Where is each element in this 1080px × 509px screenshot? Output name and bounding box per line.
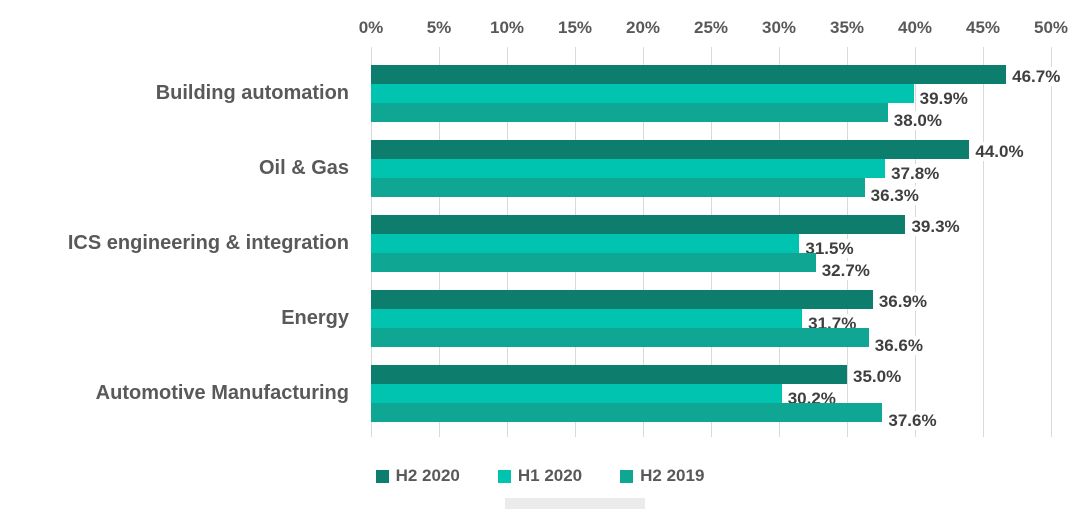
x-tick-mark xyxy=(643,47,644,55)
x-tick-mark xyxy=(847,47,848,55)
category-axis: Building automation Oil & Gas ICS engineer… xyxy=(0,55,349,437)
x-tick-mark xyxy=(915,47,916,55)
bar xyxy=(371,65,1007,84)
bar-group: 39.3% 31.5% 32.7% xyxy=(371,215,1051,280)
x-tick-label: 5% xyxy=(426,18,452,37)
data-label: 36.6% xyxy=(871,336,926,355)
data-label: 39.9% xyxy=(916,89,971,108)
bar-group: 46.7% 39.9% 38.0% xyxy=(371,65,1064,130)
category-label: Automotive Manufacturing xyxy=(95,382,349,404)
data-label: 35.0% xyxy=(850,367,905,386)
bar xyxy=(371,365,847,384)
legend-item: H2 2019 xyxy=(620,466,704,486)
x-tick-label: 45% xyxy=(965,18,1001,37)
x-tick-label: 20% xyxy=(625,18,661,37)
data-label: 37.8% xyxy=(888,164,943,183)
bar xyxy=(371,384,782,403)
category-label: Energy xyxy=(281,307,349,329)
x-axis: 0% 5% 10% 15% 20% 25% 30% 35% 40% 45% 50% xyxy=(359,16,1068,55)
x-tick-mark xyxy=(507,47,508,55)
cropped-edge-artifact xyxy=(505,498,645,509)
x-tick-label: 10% xyxy=(489,18,525,37)
data-label: 38.0% xyxy=(890,111,945,130)
x-tick-label: 50% xyxy=(1033,18,1069,37)
legend-item: H1 2020 xyxy=(497,466,583,486)
x-tick-mark xyxy=(371,47,372,55)
bar-group: 35.0% 30.2% 37.6% xyxy=(371,365,1051,430)
data-label: 37.6% xyxy=(885,411,940,430)
category-label: Building automation xyxy=(155,82,349,104)
bar xyxy=(371,103,888,122)
x-tick-label: 15% xyxy=(557,18,593,37)
data-label: 31.5% xyxy=(802,239,857,258)
bar xyxy=(371,178,865,197)
x-tick-mark xyxy=(1051,47,1052,55)
legend-label: H2 2020 xyxy=(395,466,460,485)
bar xyxy=(371,253,816,272)
legend-label: H1 2020 xyxy=(517,466,583,485)
data-label: 36.3% xyxy=(867,186,922,205)
data-label: 46.7% xyxy=(1009,67,1064,86)
x-tick-label: 40% xyxy=(897,18,933,37)
x-tick-mark xyxy=(711,47,712,55)
data-label: 39.3% xyxy=(908,217,963,236)
bar xyxy=(371,290,873,309)
x-tick-label: 0% xyxy=(358,18,384,37)
bar xyxy=(371,328,869,347)
bar xyxy=(371,159,886,178)
bar-group: 36.9% 31.7% 36.6% xyxy=(371,290,1051,355)
legend: H2 2020 H1 2020 H2 2019 xyxy=(0,464,1080,488)
x-tick-mark xyxy=(779,47,780,55)
data-label: 44.0% xyxy=(972,142,1027,161)
x-tick-mark xyxy=(983,47,984,55)
x-tick-mark xyxy=(575,47,576,55)
bar xyxy=(371,84,914,103)
legend-swatch-icon xyxy=(620,469,634,483)
x-tick-label: 25% xyxy=(693,18,729,37)
bar xyxy=(371,403,883,422)
data-label: 36.9% xyxy=(875,292,931,311)
legend-swatch-icon xyxy=(375,469,389,483)
bar xyxy=(371,215,906,234)
x-tick-label: 35% xyxy=(829,18,865,37)
category-label: ICS engineering & integration xyxy=(67,232,349,254)
x-tick-mark xyxy=(439,47,440,55)
plot-area: 46.7% 39.9% 38.0% 44.0% 37.8% 36.3% 39.3% 31.5%… xyxy=(371,55,1064,437)
legend-label: H2 2019 xyxy=(640,466,705,485)
legend-item: H2 2020 xyxy=(375,466,460,486)
gridline xyxy=(1051,55,1052,437)
data-label: 32.7% xyxy=(818,261,873,280)
bar-group: 44.0% 37.8% 36.3% xyxy=(371,140,1051,205)
category-label: Oil & Gas xyxy=(258,157,349,179)
bar xyxy=(371,234,800,253)
legend-swatch-icon xyxy=(497,469,511,483)
gridline xyxy=(915,55,916,437)
x-tick-label: 30% xyxy=(761,18,797,37)
gridline xyxy=(983,55,984,437)
bar xyxy=(371,140,970,159)
bar xyxy=(371,309,803,328)
